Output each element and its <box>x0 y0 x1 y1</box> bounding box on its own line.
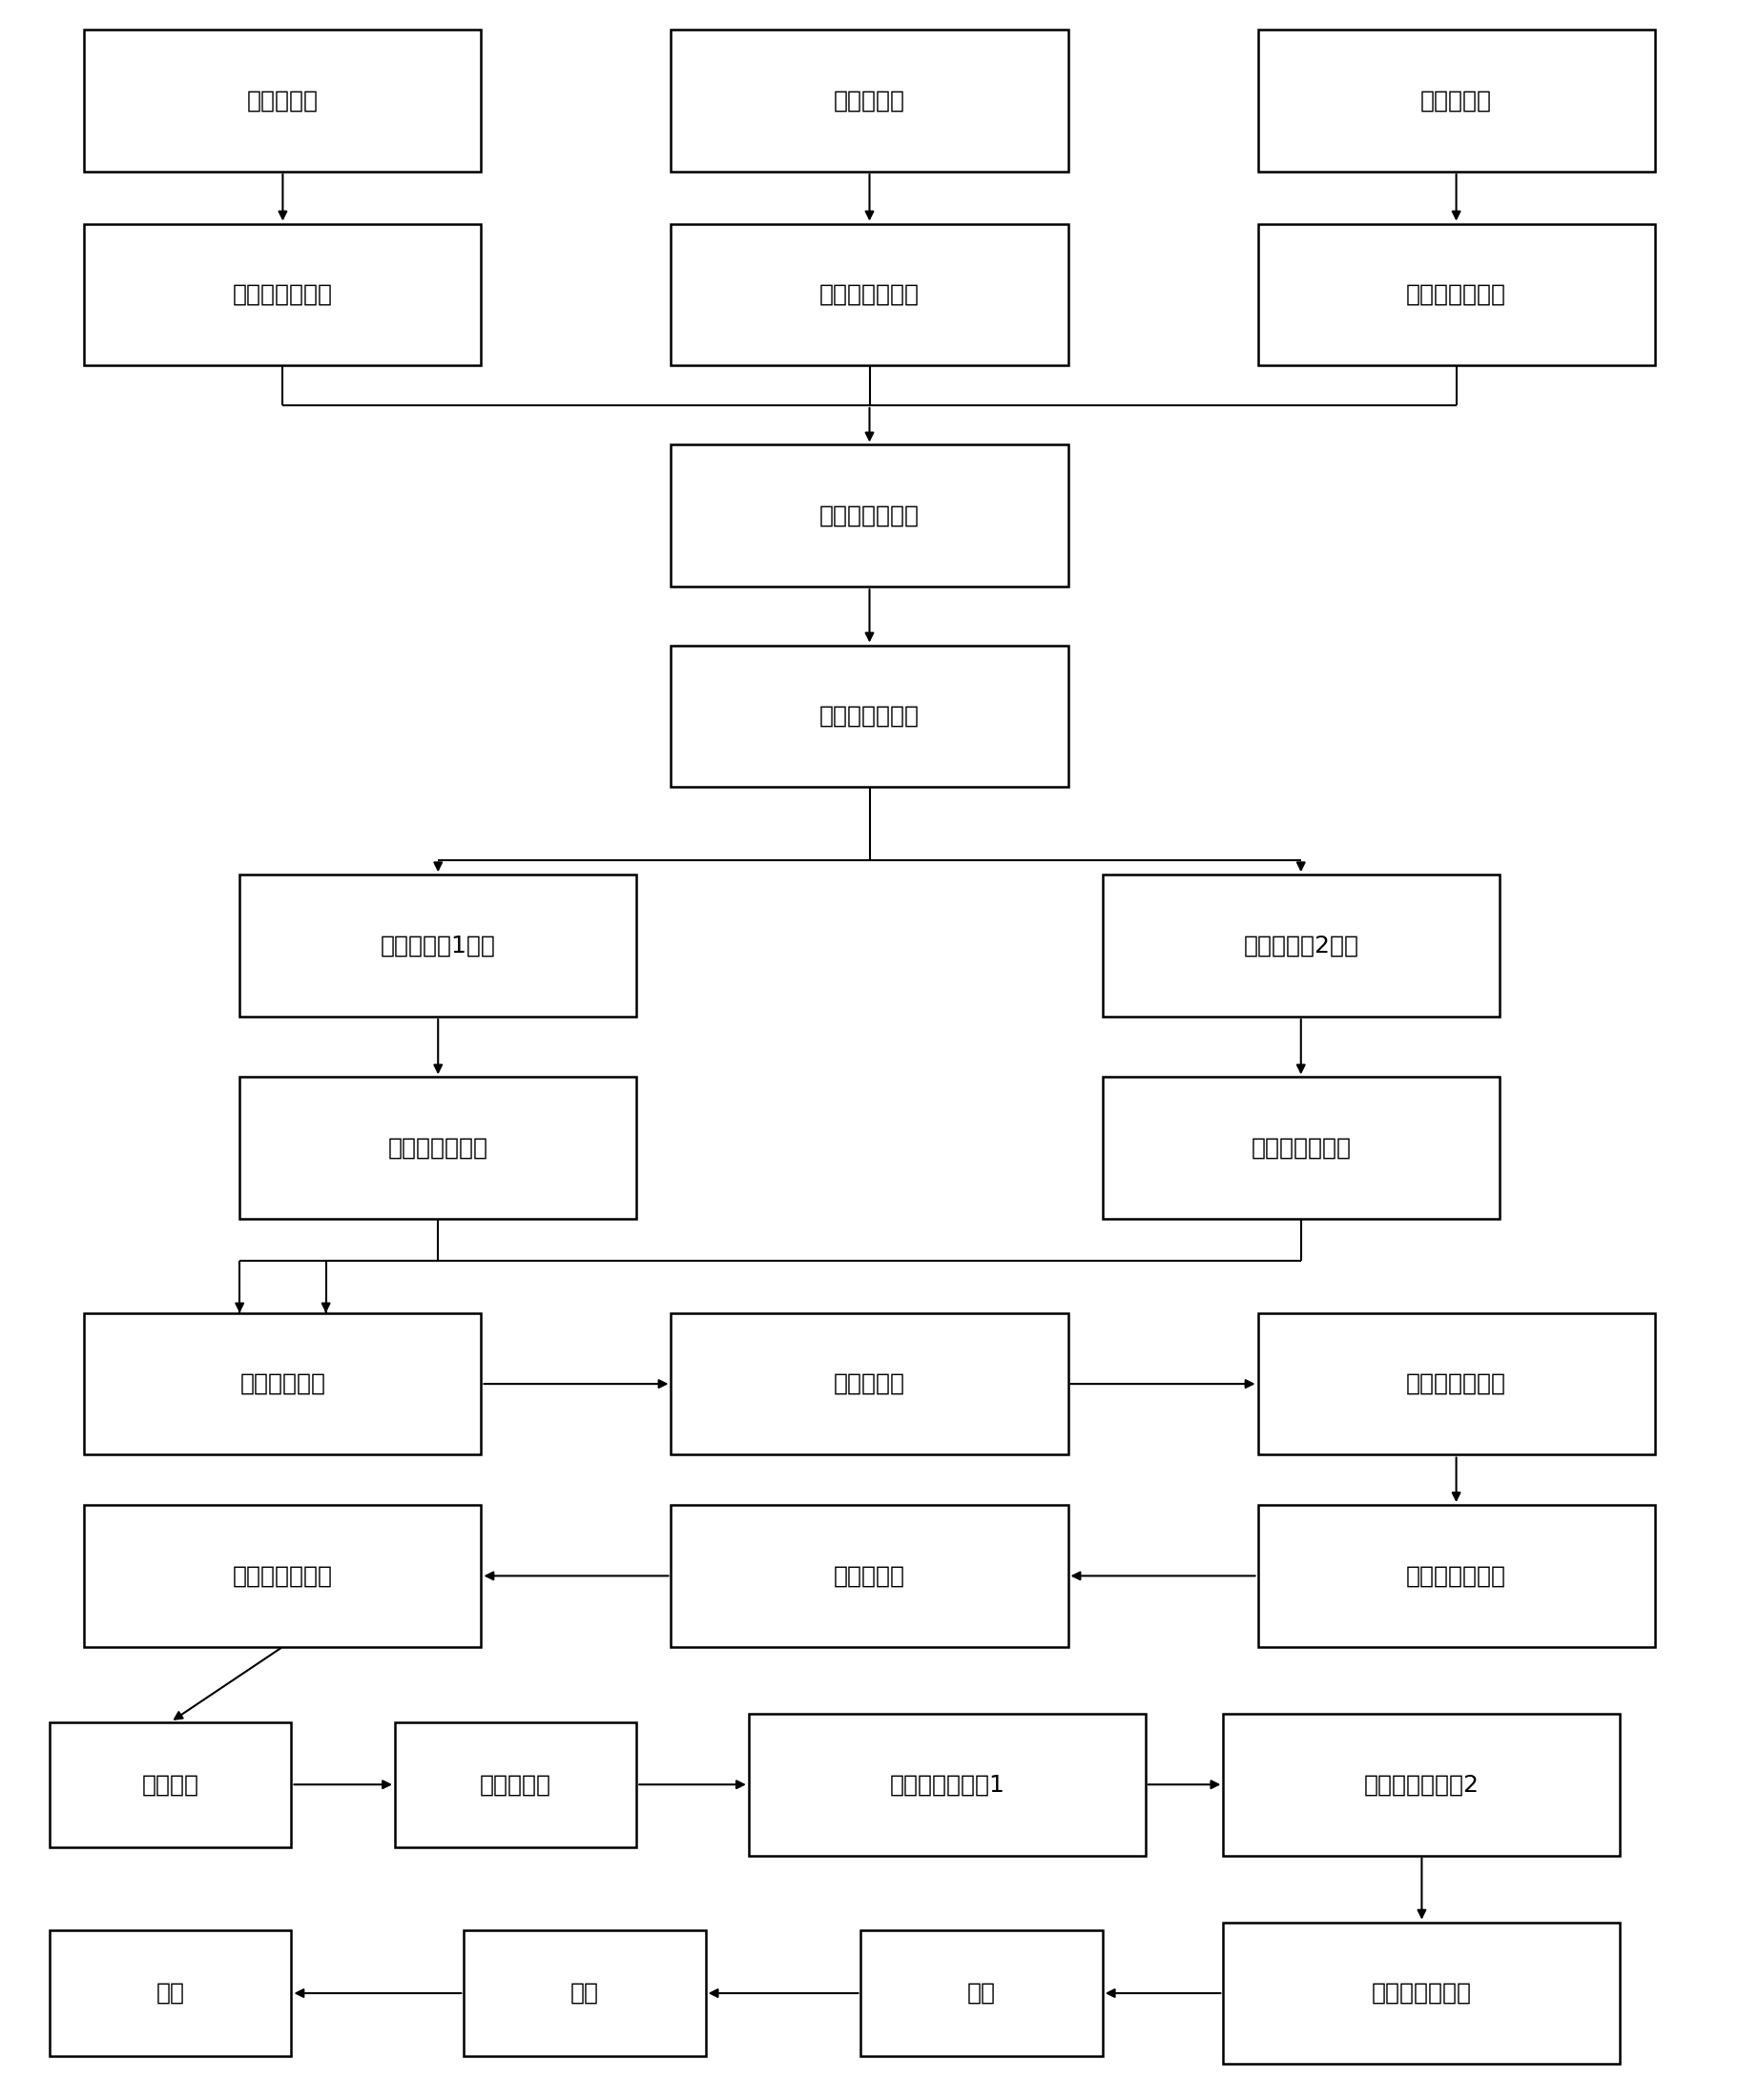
Text: 静态反应釜1反应: 静态反应釜1反应 <box>381 934 496 958</box>
Bar <box>83 1506 482 1646</box>
Text: 送入纺丝箱: 送入纺丝箱 <box>833 1564 906 1588</box>
Bar <box>83 223 482 365</box>
Text: 第六计量输送泵: 第六计量输送泵 <box>1250 1136 1351 1159</box>
Bar <box>50 1722 292 1848</box>
Text: 导丝辊导丝拉伸2: 导丝辊导丝拉伸2 <box>1363 1772 1480 1795</box>
Bar <box>1257 1312 1656 1455</box>
Bar <box>464 1930 706 2056</box>
Text: 第四计量输送泵: 第四计量输送泵 <box>819 706 920 727</box>
Bar <box>1257 29 1656 172</box>
Text: 卷绕机卷绕成型: 卷绕机卷绕成型 <box>1372 1982 1471 2006</box>
Text: 反应釜加温混合: 反应釜加温混合 <box>819 504 920 527</box>
Text: 第三计量输送泵: 第三计量输送泵 <box>1407 284 1506 307</box>
Bar <box>671 1312 1068 1455</box>
Text: 装箱: 装箱 <box>157 1982 184 2006</box>
Bar <box>1103 876 1499 1016</box>
Bar <box>240 1077 636 1218</box>
Text: 风道冷却: 风道冷却 <box>143 1772 200 1795</box>
Bar <box>83 1312 482 1455</box>
Text: 熔体过滤器: 熔体过滤器 <box>833 1373 906 1394</box>
Bar <box>671 29 1068 172</box>
Text: 第八计量输送泵: 第八计量输送泵 <box>1407 1564 1506 1588</box>
Bar <box>750 1714 1146 1856</box>
Text: 检测: 检测 <box>570 1982 598 2006</box>
Bar <box>395 1722 636 1848</box>
Text: 导丝辊导丝拉伸1: 导丝辊导丝拉伸1 <box>890 1772 1005 1795</box>
Text: 第五计量输送泵: 第五计量输送泵 <box>388 1136 489 1159</box>
Bar <box>1223 1714 1621 1856</box>
Text: 第一提纯罐: 第一提纯罐 <box>247 88 318 111</box>
Bar <box>671 223 1068 365</box>
Text: 第三提纯罐: 第三提纯罐 <box>1421 88 1492 111</box>
Bar <box>240 876 636 1016</box>
Text: 组件滤网喷丝板: 组件滤网喷丝板 <box>233 1564 332 1588</box>
Bar <box>861 1930 1103 2056</box>
Bar <box>1257 1506 1656 1646</box>
Text: 静态反应釜2反应: 静态反应釜2反应 <box>1243 934 1358 958</box>
Bar <box>1223 1922 1621 2064</box>
Text: 第一计量输送泵: 第一计量输送泵 <box>233 284 332 307</box>
Bar <box>671 1506 1068 1646</box>
Bar <box>1103 1077 1499 1218</box>
Bar <box>1257 223 1656 365</box>
Bar <box>671 445 1068 586</box>
Text: 熟化: 熟化 <box>967 1982 996 2006</box>
Text: 第二提纯罐: 第二提纯罐 <box>833 88 906 111</box>
Text: 第七计量输送泵: 第七计量输送泵 <box>1407 1373 1506 1394</box>
Bar <box>671 645 1068 788</box>
Text: 上油器上油: 上油器上油 <box>480 1772 551 1795</box>
Bar <box>83 29 482 172</box>
Bar <box>50 1930 292 2056</box>
Text: 双螺杆挤出机: 双螺杆挤出机 <box>240 1373 325 1394</box>
Text: 第二计量输送泵: 第二计量输送泵 <box>819 284 920 307</box>
